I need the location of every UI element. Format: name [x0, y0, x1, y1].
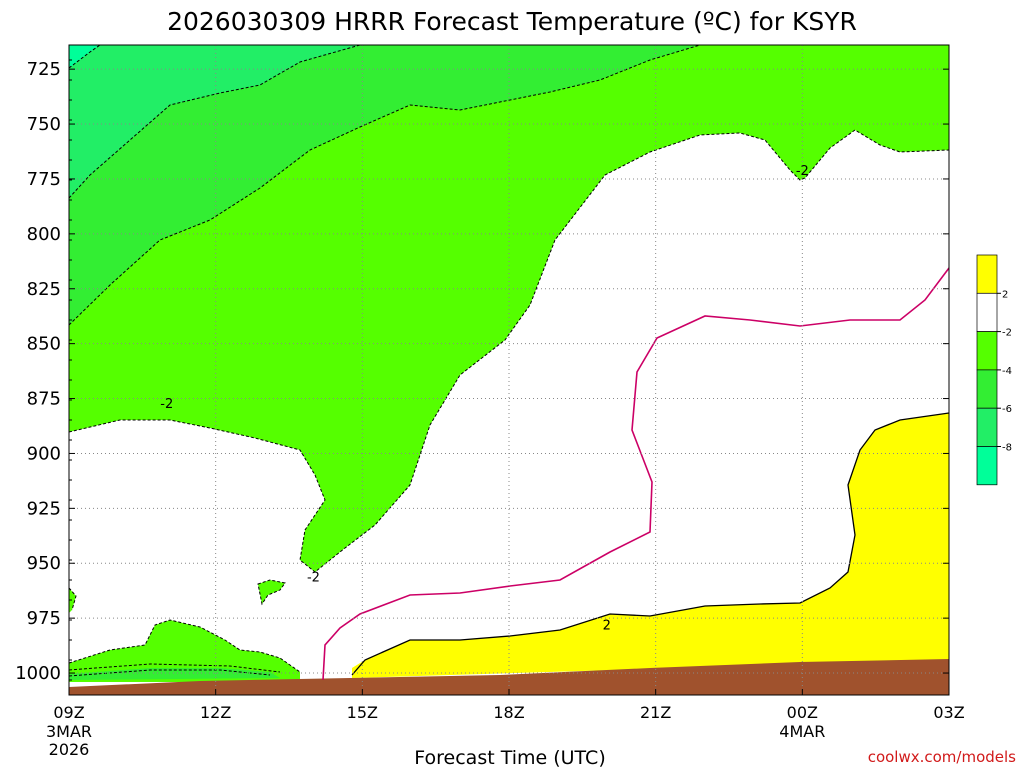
colorbar-tick-label: -4 [1002, 366, 1012, 377]
region-minus8-to-minus6 [69, 45, 360, 198]
colorbar-legend: 2 -2 -4 -6 -8 [976, 254, 1012, 486]
contour-blob-1 [257, 579, 286, 606]
y-tick-label: 925 [27, 498, 61, 519]
contour-labels: -2 -2 -2 2 [160, 164, 809, 634]
x-axis-label: Forecast Time (UTC) [414, 747, 605, 768]
colorbar-tick-label: -2 [1002, 328, 1012, 339]
contour-low-band [69, 619, 301, 673]
region-small-blob-2 [69, 588, 76, 613]
colorbar-tick-label: -6 [1002, 404, 1012, 415]
y-tick-label: 950 [27, 553, 61, 574]
x-tick-label: 00Z [787, 703, 818, 722]
y-tick-label: 975 [27, 608, 61, 629]
grid [69, 45, 949, 695]
x-tick-date: 3MAR [46, 722, 92, 741]
y-tick-label: 775 [27, 169, 61, 190]
y-tick-label: 750 [27, 114, 61, 135]
freezing-line [322, 267, 949, 681]
colorbar-segment [976, 331, 998, 371]
y-axis: 725 750 775 800 825 850 875 900 925 950 975 1000 [15, 59, 949, 684]
dashed-contours [69, 45, 949, 677]
x-tick-date: 4MAR [779, 722, 825, 741]
contour-low-band-2 [69, 663, 281, 673]
x-tick-label: 12Z [200, 703, 231, 722]
contour-minus2 [69, 129, 949, 573]
region-low-level-band [69, 620, 300, 682]
y-tick-label: 875 [27, 389, 61, 410]
contour-blob-2 [69, 587, 77, 611]
x-tick-label: 15Z [347, 703, 378, 722]
colorbar-segment [976, 292, 998, 332]
x-tick-label: 09Z [53, 703, 84, 722]
contour-label: -2 [796, 164, 809, 179]
credit-text: coolwx.com/models [868, 748, 1016, 766]
region-low-level-band-inner [69, 668, 280, 680]
y-tick-label: 900 [27, 443, 61, 464]
colorbar-segment [976, 254, 998, 294]
y-tick-label: 725 [27, 59, 61, 80]
colorbar-segment [976, 407, 998, 447]
contour-minus6 [69, 45, 361, 199]
contour-label: 2 [603, 619, 611, 634]
y-tick-label: 1000 [15, 663, 61, 684]
x-tick-label: 21Z [640, 703, 671, 722]
colorbar-tick-label: 2 [1002, 289, 1008, 300]
chart-title: 2026030309 HRRR Forecast Temperature (ºC… [167, 7, 857, 36]
contour-label: -2 [307, 570, 320, 585]
region-minus4-to-minus2 [69, 45, 949, 572]
region-above-2 [352, 413, 949, 678]
x-tick-label: 03Z [933, 703, 964, 722]
region-minus6-to-minus4 [69, 45, 700, 325]
colorbar-segment [976, 446, 998, 486]
x-tick-label: 18Z [493, 703, 524, 722]
colorbar-segment [976, 369, 998, 409]
y-tick-label: 825 [27, 279, 61, 300]
colorbar-tick-label: -8 [1002, 443, 1012, 454]
contour-label: -2 [160, 397, 173, 412]
contour-minus4 [69, 45, 701, 326]
contour-plus2 [351, 412, 949, 676]
y-tick-label: 800 [27, 224, 61, 245]
region-below-minus8 [69, 45, 100, 68]
contour-minus8 [69, 45, 101, 69]
x-tick-year: 2026 [49, 740, 90, 759]
y-tick-label: 850 [27, 334, 61, 355]
region-small-blob-1 [258, 580, 285, 604]
